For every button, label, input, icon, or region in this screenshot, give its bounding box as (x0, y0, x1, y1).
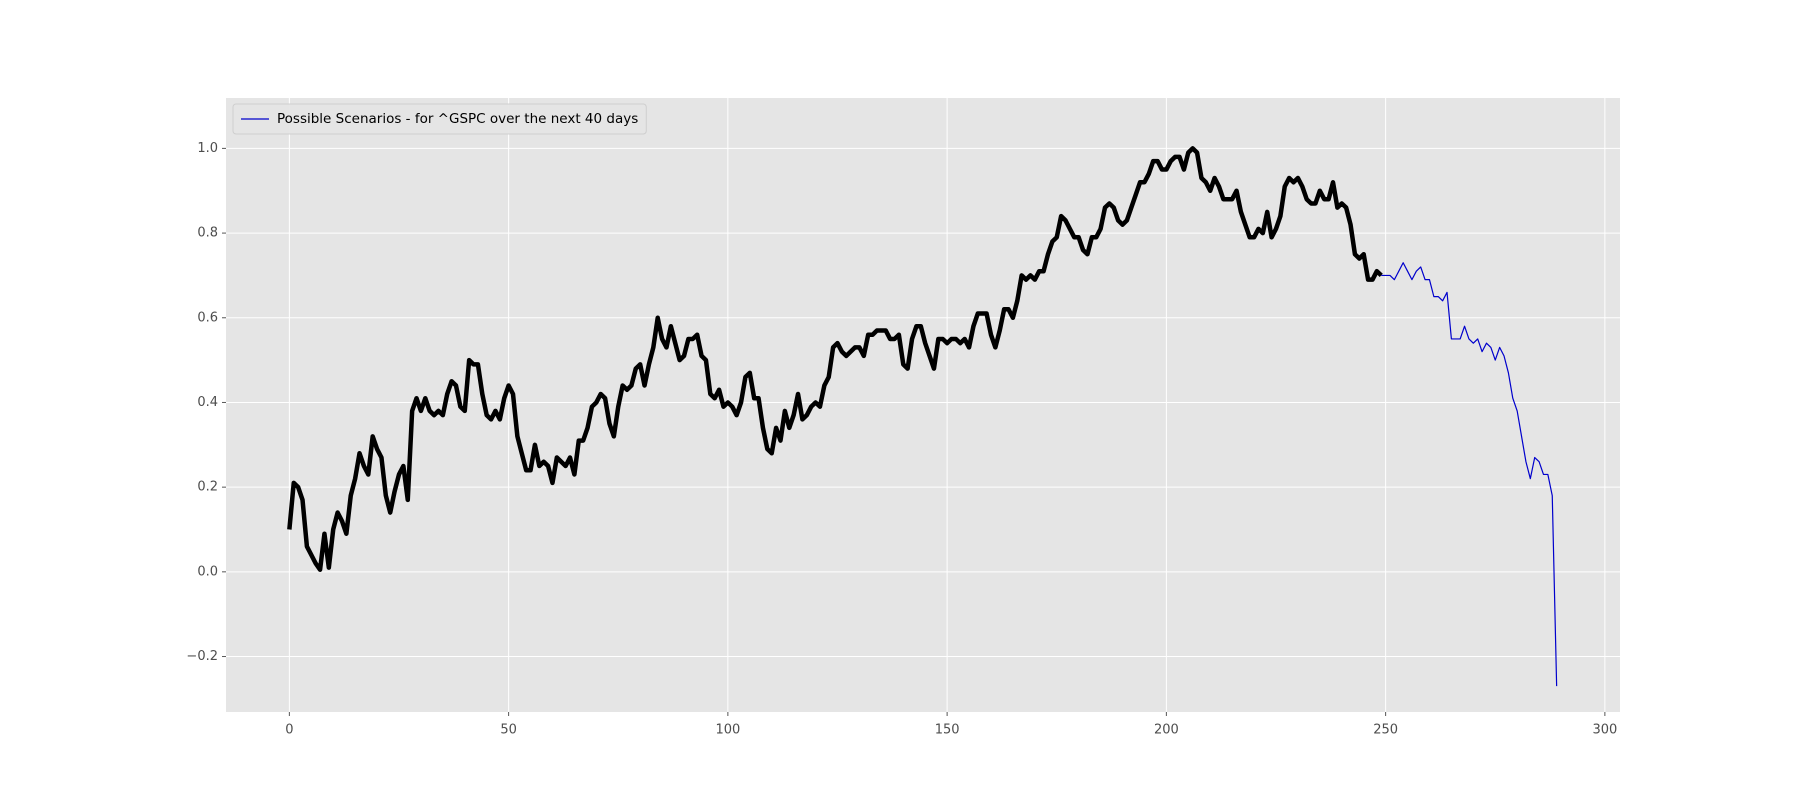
y-tick-label: 0.2 (197, 480, 218, 495)
x-tick-label: 0 (285, 723, 293, 738)
series-line (1381, 262, 1558, 687)
plot-area (226, 98, 1620, 712)
x-tick-label: 300 (1592, 723, 1617, 738)
y-tick-label: 0.8 (197, 226, 218, 241)
legend-label: Possible Scenarios - for ^GSPC over the … (277, 111, 638, 127)
x-tick-label: 100 (715, 723, 740, 738)
legend: Possible Scenarios - for ^GSPC over the … (232, 103, 647, 135)
grid: 0 50 100 150 200 250 300 −0.2 0.0 0.2 0.4 0.6 0.8 1.0 (186, 98, 1620, 738)
y-tick-label: 0.4 (197, 395, 218, 410)
series-line (287, 146, 1383, 572)
lines (287, 146, 1558, 687)
y-tick-label: 0.6 (197, 310, 218, 325)
x-tick-label: 250 (1373, 723, 1398, 738)
legend-box (232, 103, 647, 135)
y-tick-label: 0.0 (197, 564, 218, 579)
y-tick-label: 1.0 (197, 141, 218, 156)
x-tick-label: 150 (935, 723, 960, 738)
x-tick-label: 200 (1154, 723, 1179, 738)
x-tick-label: 50 (500, 723, 517, 738)
y-tick-label: −0.2 (186, 649, 218, 664)
